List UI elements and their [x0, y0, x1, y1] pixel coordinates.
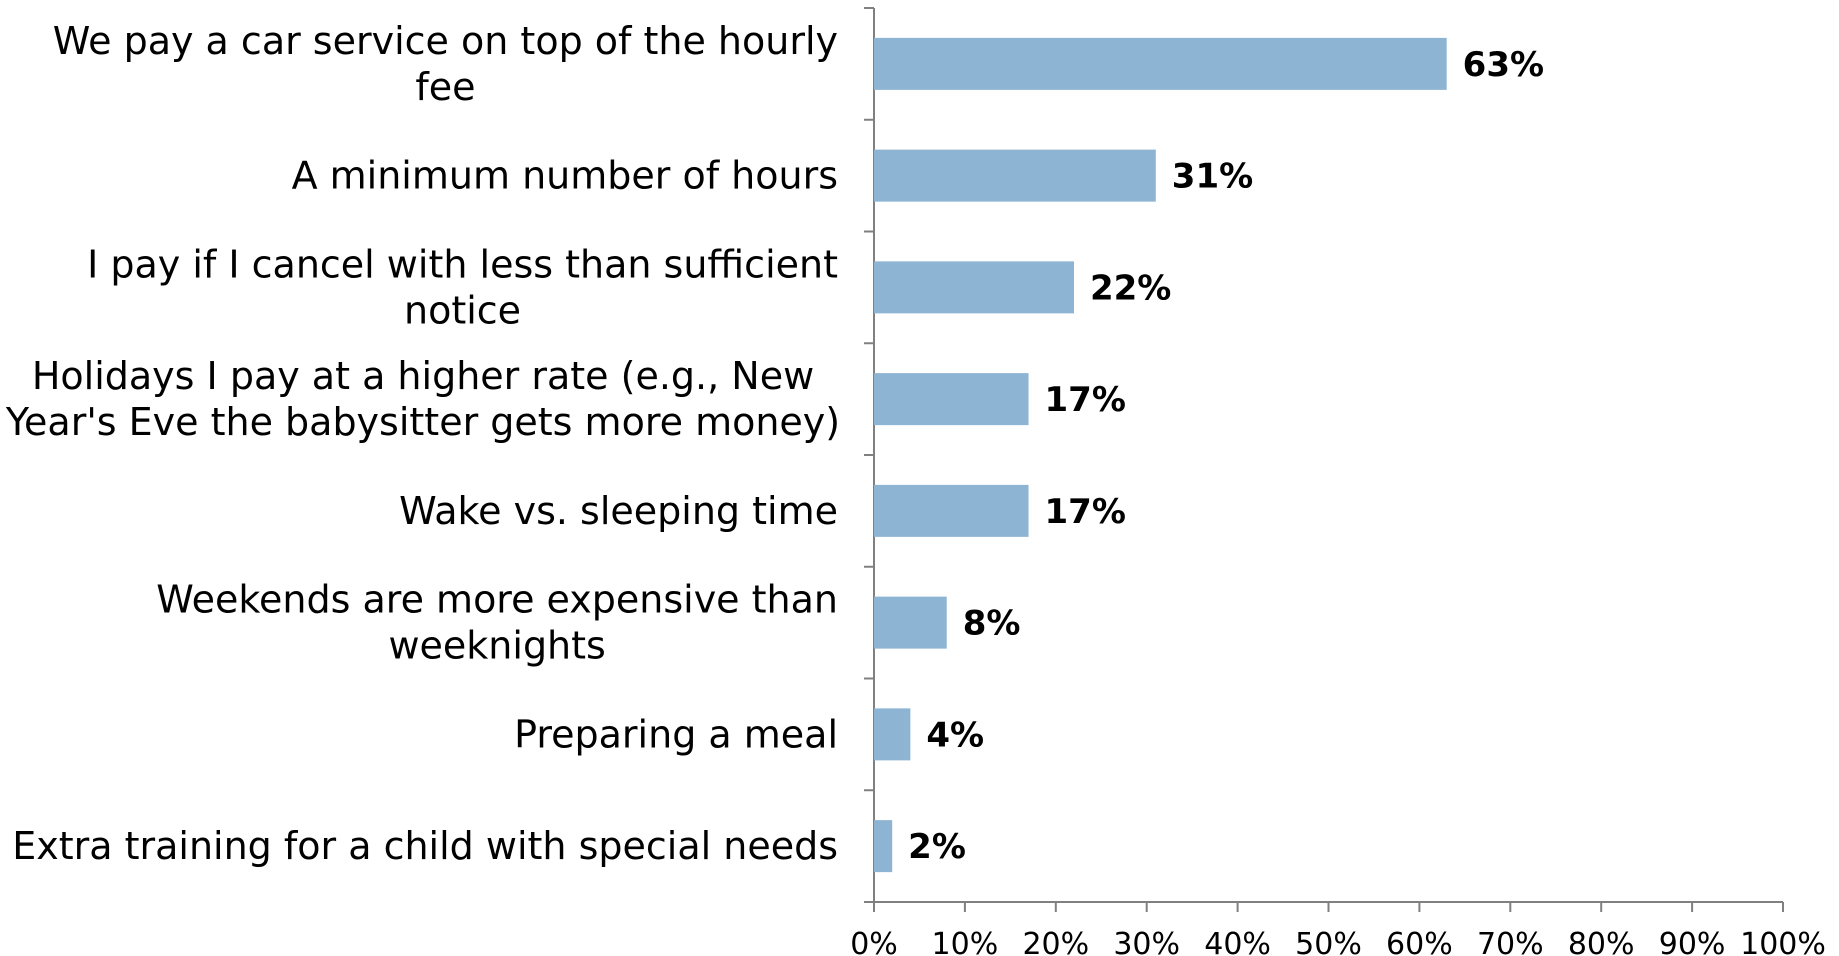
category-label-line: notice	[404, 288, 521, 332]
category-label-line: Holidays I pay at a higher rate (e.g., N…	[32, 354, 814, 398]
category-label-line: Year's Eve the babysitter gets more mone…	[5, 400, 840, 444]
x-tick-label: 80%	[1568, 927, 1635, 956]
data-label: 17%	[1045, 492, 1126, 532]
x-tick-label: 70%	[1477, 927, 1544, 956]
category-label-line: Extra training for a child with special …	[12, 824, 838, 868]
bar	[874, 37, 1447, 90]
category-label: We pay a car service on top of the hourl…	[53, 19, 838, 109]
data-label: 8%	[963, 604, 1021, 644]
category-label-line: A minimum number of hours	[292, 154, 838, 198]
category-label: Wake vs. sleeping time	[399, 489, 838, 533]
data-label: 22%	[1090, 268, 1171, 308]
x-tick-label: 60%	[1386, 927, 1453, 956]
category-label-line: Preparing a meal	[514, 712, 838, 756]
bar	[874, 149, 1156, 202]
category-label-line: Weekends are more expensive than	[156, 578, 838, 622]
bar	[874, 820, 893, 873]
data-label: 4%	[926, 715, 984, 755]
category-label-line: I pay if I cancel with less than suffici…	[87, 242, 838, 286]
x-tick-label: 10%	[932, 927, 999, 956]
category-label-line: Wake vs. sleeping time	[399, 489, 838, 533]
data-label: 31%	[1172, 157, 1253, 197]
x-tick-label: 100%	[1740, 927, 1826, 956]
bar	[874, 373, 1029, 426]
bar	[874, 596, 947, 649]
x-tick-label: 30%	[1113, 927, 1180, 956]
x-tick-label: 90%	[1659, 927, 1726, 956]
x-tick-label: 20%	[1022, 927, 1089, 956]
category-label: Weekends are more expensive than weeknigh…	[156, 578, 838, 668]
x-tick-label: 50%	[1295, 927, 1362, 956]
category-label: I pay if I cancel with less than suffici…	[87, 242, 838, 332]
x-tick-label: 0%	[850, 927, 898, 956]
category-label: A minimum number of hours	[292, 154, 838, 198]
category-label-line: fee	[415, 65, 475, 109]
category-label: Extra training for a child with special …	[12, 824, 838, 868]
bar	[874, 484, 1029, 537]
category-label: Holidays I pay at a higher rate (e.g., N…	[5, 354, 840, 444]
category-label: Preparing a meal	[514, 712, 838, 756]
data-label: 63%	[1463, 45, 1544, 85]
bar	[874, 261, 1074, 314]
data-label: 17%	[1045, 380, 1126, 420]
category-label-line: We pay a car service on top of the hourl…	[53, 19, 838, 63]
data-label: 2%	[908, 827, 966, 867]
x-tick-label: 40%	[1204, 927, 1271, 956]
bar	[874, 708, 911, 761]
category-label-line: weeknights	[388, 624, 605, 668]
